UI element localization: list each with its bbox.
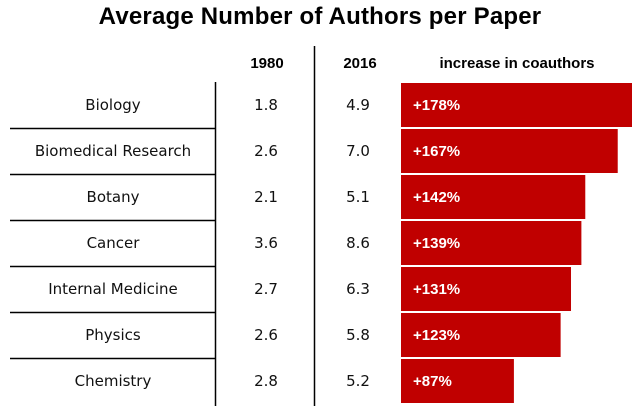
increase-label: +167% (413, 143, 460, 160)
value-2016: 7.0 (346, 142, 370, 160)
chart-title: Average Number of Authors per Paper (98, 3, 542, 30)
increase-label: +139% (413, 235, 460, 252)
value-1980: 2.6 (254, 326, 278, 344)
increase-label: +87% (413, 373, 452, 390)
value-1980: 2.8 (254, 372, 278, 390)
value-1980: 1.8 (254, 96, 278, 114)
column-header-increase: increase in coauthors (439, 55, 595, 72)
value-1980: 2.7 (254, 280, 278, 298)
value-2016: 5.1 (346, 188, 370, 206)
category-label: Physics (85, 326, 141, 344)
category-label: Biomedical Research (35, 142, 191, 160)
increase-label: +178% (413, 97, 460, 114)
value-2016: 8.6 (346, 234, 370, 252)
increase-bar (401, 267, 572, 311)
increase-label: +131% (413, 281, 460, 298)
increase-bar (401, 359, 514, 403)
category-label: Botany (87, 188, 140, 206)
increase-bar (401, 83, 632, 127)
increase-bar (401, 313, 561, 357)
column-header-1980: 1980 (250, 55, 284, 72)
value-2016: 5.8 (346, 326, 370, 344)
increase-bar (401, 221, 582, 265)
column-header-2016: 2016 (343, 55, 377, 72)
value-1980: 2.1 (254, 188, 278, 206)
value-1980: 3.6 (254, 234, 278, 252)
increase-label: +123% (413, 327, 460, 344)
value-2016: 6.3 (346, 280, 370, 298)
category-label: Biology (85, 96, 141, 114)
value-2016: 5.2 (346, 372, 370, 390)
increase-label: +142% (413, 189, 460, 206)
value-1980: 2.6 (254, 142, 278, 160)
increase-bar (401, 129, 618, 173)
category-label: Cancer (87, 234, 141, 252)
value-2016: 4.9 (346, 96, 370, 114)
increase-bar (401, 175, 586, 219)
category-label: Chemistry (75, 372, 152, 390)
category-label: Internal Medicine (48, 280, 178, 298)
